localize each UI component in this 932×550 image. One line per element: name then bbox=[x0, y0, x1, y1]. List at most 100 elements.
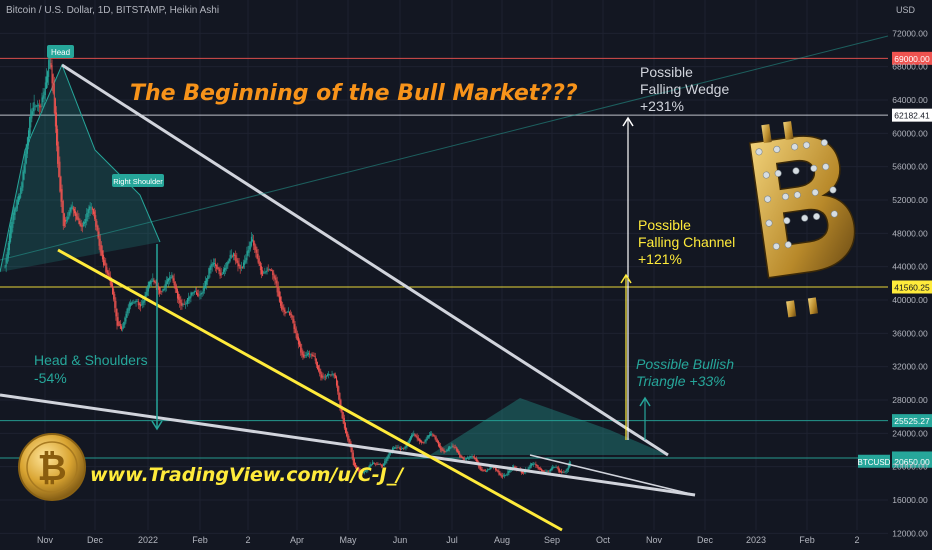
candle-body bbox=[397, 447, 399, 449]
candle-body bbox=[228, 258, 230, 264]
candle-body bbox=[90, 207, 92, 209]
candle-body bbox=[301, 348, 303, 356]
candle-body bbox=[180, 299, 182, 306]
y-tick-label: 40000.00 bbox=[892, 295, 928, 305]
candle-body bbox=[442, 449, 444, 451]
y-tick-label: 36000.00 bbox=[892, 328, 928, 338]
candle-body bbox=[295, 328, 297, 338]
candle-body bbox=[62, 200, 64, 227]
candle-body bbox=[423, 442, 425, 443]
candle-body bbox=[61, 189, 63, 213]
candle-body bbox=[104, 260, 106, 266]
candle-body bbox=[536, 464, 538, 467]
candle-body bbox=[101, 250, 103, 260]
candle-body bbox=[305, 354, 307, 356]
candle-body bbox=[116, 308, 118, 326]
price-tag-bg bbox=[892, 280, 932, 294]
candle-body bbox=[178, 293, 180, 300]
right-shoulder-label-bg bbox=[112, 174, 164, 187]
x-tick-label: Sep bbox=[544, 535, 560, 545]
candle-body bbox=[341, 405, 343, 419]
candle-body bbox=[528, 466, 530, 470]
candle-body bbox=[216, 264, 218, 269]
candle-body bbox=[379, 464, 381, 465]
candle-body bbox=[125, 313, 127, 322]
candle-body bbox=[303, 354, 305, 359]
candle-body bbox=[448, 447, 450, 451]
candle-body bbox=[319, 368, 321, 374]
candle-body bbox=[381, 465, 383, 467]
candle-body bbox=[561, 471, 563, 474]
candle-body bbox=[211, 264, 213, 267]
candle-body bbox=[500, 473, 502, 477]
candle-body bbox=[252, 239, 254, 242]
candle-body bbox=[564, 471, 566, 473]
candle-body bbox=[433, 435, 435, 437]
candle-body bbox=[292, 315, 294, 323]
candle-body bbox=[455, 447, 457, 451]
candle-body bbox=[353, 458, 355, 467]
diamond-stud bbox=[762, 171, 770, 179]
x-tick-label: Dec bbox=[697, 535, 714, 545]
candle-body bbox=[87, 209, 89, 218]
candle-body bbox=[236, 258, 238, 263]
candle-body bbox=[283, 307, 285, 312]
candle-body bbox=[196, 291, 198, 295]
candle-body bbox=[545, 471, 547, 473]
candle-body bbox=[374, 463, 376, 465]
diamond-stud bbox=[793, 191, 801, 199]
candle-body bbox=[240, 266, 242, 268]
candle-body bbox=[172, 276, 174, 281]
y-tick-label: 20000.00 bbox=[892, 462, 928, 472]
candle-body bbox=[376, 463, 378, 465]
candle-body bbox=[481, 468, 483, 471]
candle-body bbox=[355, 462, 357, 469]
currency-label: USD bbox=[896, 5, 916, 15]
candle-body bbox=[206, 278, 208, 285]
candle-body bbox=[361, 472, 363, 474]
x-tick-label: Dec bbox=[87, 535, 104, 545]
wedge-upper-line bbox=[61, 63, 669, 457]
candle-body bbox=[42, 95, 44, 103]
right-shoulder-label: Right Shoulder bbox=[113, 177, 163, 186]
candle-body bbox=[190, 292, 192, 298]
candle-body bbox=[453, 446, 455, 448]
channel-upper-line bbox=[0, 35, 889, 261]
candle-body bbox=[21, 182, 23, 193]
candle-body bbox=[446, 450, 448, 451]
candle-body bbox=[26, 137, 28, 154]
candle-body bbox=[527, 468, 529, 471]
diamond-stud bbox=[784, 241, 792, 249]
candle-body bbox=[257, 254, 259, 263]
candle-body bbox=[468, 457, 470, 459]
candle-body bbox=[284, 309, 286, 315]
price-tag-yellow: 41560.25 bbox=[894, 282, 930, 292]
candle-body bbox=[213, 262, 215, 264]
diamond-stud bbox=[830, 210, 838, 218]
candle-body bbox=[459, 452, 461, 458]
candle-body bbox=[392, 447, 394, 452]
candle-body bbox=[414, 434, 416, 436]
candle-body bbox=[57, 128, 59, 164]
candle-body bbox=[463, 458, 465, 461]
candle-body bbox=[189, 296, 191, 299]
price-tag-teal: 25525.27 bbox=[894, 416, 930, 426]
candle-body bbox=[266, 267, 268, 272]
candle-body bbox=[137, 301, 139, 306]
candle-body bbox=[498, 470, 500, 475]
candle-body bbox=[505, 475, 507, 477]
candle-body bbox=[476, 458, 478, 462]
candle-body bbox=[389, 451, 391, 455]
candle-body bbox=[333, 373, 335, 376]
candle-body bbox=[421, 440, 423, 443]
candle-body bbox=[53, 83, 55, 114]
candle-body bbox=[34, 106, 36, 108]
candle-body bbox=[51, 65, 53, 84]
candle-body bbox=[496, 468, 498, 471]
y-tick-label: 56000.00 bbox=[892, 162, 928, 172]
candle-body bbox=[262, 270, 264, 276]
candle-body bbox=[411, 434, 413, 439]
candle-body bbox=[159, 287, 161, 294]
x-tick-label: Feb bbox=[192, 535, 208, 545]
